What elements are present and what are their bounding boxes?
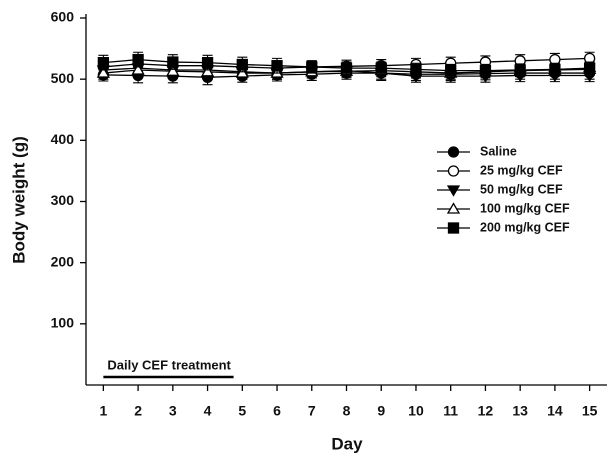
data-point	[583, 62, 596, 74]
y-tick-label: 100	[51, 315, 75, 331]
data-point	[201, 57, 214, 69]
legend-label: Saline	[480, 144, 517, 158]
x-tick-label: 3	[169, 403, 177, 419]
x-tick-label: 4	[204, 403, 212, 419]
legend-marker	[446, 202, 461, 214]
y-tick-label: 300	[51, 192, 75, 208]
x-tick-label: 9	[377, 403, 385, 419]
data-point	[96, 66, 110, 78]
data-point	[167, 56, 179, 68]
y-tick-label: 600	[51, 9, 75, 25]
x-tick-label: 14	[547, 403, 563, 419]
x-tick-label: 5	[238, 403, 246, 419]
x-tick-label: 15	[582, 403, 598, 419]
x-tick-label: 12	[478, 403, 494, 419]
x-axis-label: Day	[331, 434, 363, 453]
legend-label: 25 mg/kg CEF	[480, 163, 563, 177]
x-tick-label: 11	[443, 403, 458, 419]
legend-marker	[447, 165, 460, 177]
legend-marker	[446, 185, 461, 197]
y-tick-label: 500	[51, 70, 75, 86]
x-tick-label: 10	[408, 403, 424, 419]
x-tick-label: 7	[308, 403, 316, 419]
data-point	[306, 61, 318, 73]
data-point	[97, 57, 110, 69]
x-tick-label: 8	[343, 403, 351, 419]
y-tick-label: 200	[51, 253, 75, 269]
data-point	[236, 58, 248, 71]
data-point	[445, 64, 457, 77]
data-point	[131, 63, 145, 75]
data-point	[200, 65, 215, 77]
legend-marker	[447, 146, 460, 158]
y-axis-label: Body weight (g)	[9, 136, 28, 263]
data-point	[410, 63, 422, 76]
annotation: Daily CEF treatment	[107, 357, 231, 372]
legend-label: 100 mg/kg CEF	[480, 201, 570, 215]
data-point	[549, 63, 561, 76]
legend-marker	[447, 222, 460, 234]
data-point	[271, 60, 283, 72]
x-tick-label: 1	[99, 403, 107, 419]
data-point	[132, 53, 144, 66]
legend-label: 50 mg/kg CEF	[480, 182, 563, 196]
data-point	[514, 64, 526, 76]
data-point	[166, 64, 180, 76]
legend-label: 200 mg/kg CEF	[480, 220, 570, 234]
x-tick-label: 2	[134, 403, 142, 419]
data-point	[479, 64, 492, 77]
data-point	[375, 62, 387, 74]
x-tick-label: 13	[512, 403, 528, 419]
data-point	[340, 62, 353, 74]
y-tick-label: 400	[51, 131, 75, 147]
x-tick-label: 6	[273, 403, 281, 419]
